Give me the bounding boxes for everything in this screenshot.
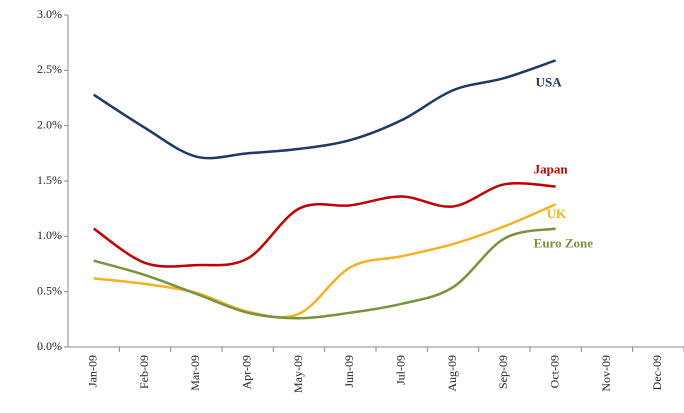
x-tick-label: Jun-09 [342,355,356,388]
x-tick-label: Jul-09 [393,355,407,385]
series-label: Japan [534,162,569,177]
y-tick-label: 0.5% [37,283,62,297]
y-tick-label: 2.5% [37,62,62,76]
x-tick-label: Apr-09 [239,355,253,389]
x-tick-label: Sep-09 [496,355,510,389]
series-line [92,59,557,160]
series-line [92,181,556,268]
series-label: UK [547,206,567,221]
y-tick-label: 0.0% [37,339,62,353]
x-tick-label: Dec-09 [650,355,664,390]
x-tick-label: Feb-09 [137,355,151,389]
x-tick-label: Oct-09 [547,355,561,388]
x-tick-label: May-09 [291,355,305,393]
x-tick-label: Nov-09 [599,355,613,392]
x-tick-label: Jan-09 [85,355,99,387]
series-line [93,227,556,320]
series-line [93,203,557,319]
y-tick-label: 2.0% [37,117,62,131]
series-label: USA [536,74,563,89]
x-tick-label: Mar-09 [188,355,202,391]
y-tick-label: 1.0% [37,228,62,242]
y-tick-label: 3.0% [37,7,62,21]
series-label: Euro Zone [534,236,594,251]
y-tick-label: 1.5% [37,173,62,187]
x-tick-label: Aug-09 [445,355,459,392]
